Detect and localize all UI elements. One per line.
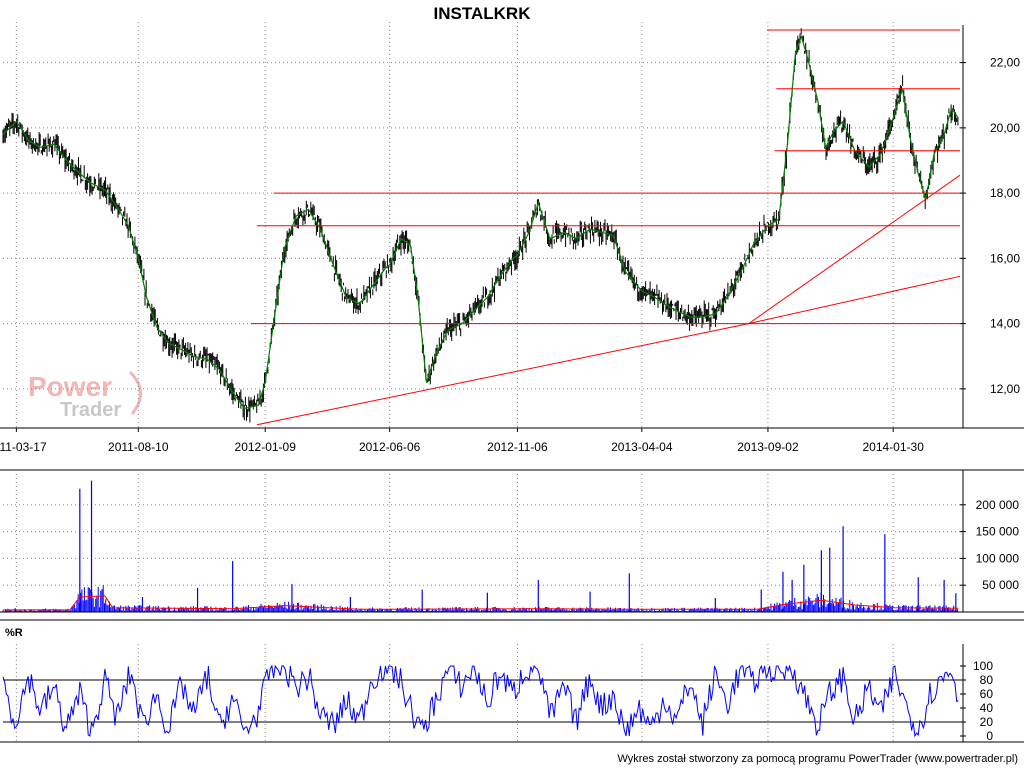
price-x-label-5: 2013-04-04 [611,440,673,454]
wr-y-label-0: 0 [986,729,993,743]
price-x-label-4: 2012-11-06 [487,440,548,454]
wr-y-label-4: 80 [980,673,994,687]
price-y-label-5: 22,00 [990,56,1020,70]
wr-line [2,664,959,738]
price-x-label-1: 2011-08-10 [108,440,169,454]
price-x-label-0: 2011-03-17 [0,440,47,454]
price-y-label-1: 14,00 [990,317,1020,331]
wr-y-label-2: 40 [980,701,994,715]
chart-title: INSTALKRK [434,4,532,23]
price-trend-line [2,34,959,410]
volume-panel: 50 000 100 000 150 000 200 000 [0,469,1024,613]
trend-line-0 [256,323,749,426]
powertrader-watermark: Power Trader [28,370,142,421]
wr-y-label-5: 100 [973,659,993,673]
price-y-label-4: 20,00 [990,121,1020,135]
price-x-label-6: 2013-09-02 [737,440,799,454]
wr-y-label-3: 60 [980,687,994,701]
price-panel: 2011-03-17 2011-08-10 2012-01-09 2012-06-06… [0,22,1024,454]
price-y-label-3: 18,00 [990,186,1020,200]
wr-label: %R [5,627,23,639]
price-y-label-0: 12,00 [990,382,1020,396]
volume-y-label-3: 200 000 [976,498,1020,512]
price-x-label-3: 2012-06-06 [359,440,421,454]
volume-y-label-1: 100 000 [976,551,1020,565]
trend-line-2 [748,275,961,325]
volume-y-label-2: 150 000 [976,525,1020,539]
price-x-label-2: 2012-01-09 [235,440,297,454]
wr-y-label-1: 20 [980,715,994,729]
trend-line-1 [748,174,961,325]
price-x-label-7: 2014-01-30 [862,440,924,454]
volume-bars [2,585,958,612]
volume-average-line [3,595,959,611]
watermark-swoosh-icon [128,370,142,415]
price-y-label-2: 16,00 [990,251,1020,265]
watermark-trader: Trader [60,399,121,421]
footer-credit: Wykres został stworzony za pomocą progra… [617,753,1018,765]
volume-y-label-0: 50 000 [982,578,1019,592]
watermark-power: Power [28,371,112,402]
